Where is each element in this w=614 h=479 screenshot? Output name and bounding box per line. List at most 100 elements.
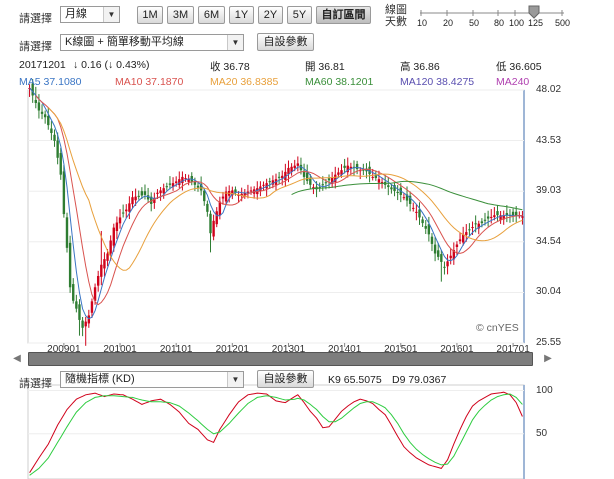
candle-body xyxy=(508,214,512,216)
zoom-tick-100: 100 xyxy=(509,18,525,28)
candle-body xyxy=(156,192,159,194)
range-6m-button[interactable]: 6M xyxy=(198,6,225,24)
candle-body xyxy=(262,184,265,186)
candle-body xyxy=(181,176,184,184)
candle-body xyxy=(458,239,462,242)
candle-body xyxy=(125,209,128,212)
candle-body xyxy=(359,170,362,172)
chart-type-value: K線圖 + 簡單移動平均線 xyxy=(65,36,184,48)
candle-body xyxy=(206,203,209,212)
candle-body xyxy=(377,179,381,183)
candle-body xyxy=(337,172,340,175)
candle-body xyxy=(318,186,321,188)
candle-body xyxy=(374,175,378,179)
price-plot-area xyxy=(27,89,525,344)
ma5-line xyxy=(29,87,523,320)
candle-body xyxy=(243,192,247,196)
range-3m-button[interactable]: 3M xyxy=(167,6,194,24)
candle-body xyxy=(293,165,296,169)
zoom-slider-handle[interactable] xyxy=(528,5,540,19)
range-2y-button[interactable]: 2Y xyxy=(258,6,283,24)
zoom-tick-500: 500 xyxy=(555,18,571,28)
candle-body xyxy=(252,189,256,194)
candle-body xyxy=(246,191,250,195)
candle-body xyxy=(153,198,156,203)
x-tick-label: 200901 xyxy=(47,344,81,355)
candle-body xyxy=(271,180,275,185)
candle-body xyxy=(40,111,44,114)
x-tick-label: 201701 xyxy=(496,344,530,355)
zoom-slider[interactable] xyxy=(412,2,572,32)
candle-body xyxy=(474,223,477,225)
candle-body xyxy=(174,181,178,183)
candle-body xyxy=(371,176,374,178)
zoom-tick-10: 10 xyxy=(417,18,428,28)
candle-body xyxy=(486,216,490,219)
candle-body xyxy=(465,232,468,235)
candle-body xyxy=(196,185,200,188)
candle-body xyxy=(405,194,409,201)
candle-body xyxy=(162,188,165,194)
indicator-select[interactable]: 隨機指標 (KD) ▼ xyxy=(60,371,244,388)
candle-body xyxy=(346,165,349,173)
candle-body xyxy=(53,134,56,141)
candle-body xyxy=(265,183,268,189)
candle-body xyxy=(37,102,41,111)
candle-body xyxy=(231,190,234,196)
candle-body xyxy=(468,229,471,231)
range-1m-button[interactable]: 1M xyxy=(137,6,163,24)
candle-body xyxy=(184,178,187,180)
scroll-left-arrow[interactable]: ◀ xyxy=(13,353,21,364)
zoom-tick-50: 50 xyxy=(469,18,480,28)
indicator-settings-button[interactable]: 自設參數 xyxy=(257,370,314,388)
quote-close: 收 36.78 xyxy=(210,61,250,73)
candle-body xyxy=(128,203,131,212)
select-label: 請選擇 xyxy=(19,13,52,25)
candle-body xyxy=(380,181,384,184)
ma240-legend: MA240 xyxy=(496,76,530,88)
candle-body xyxy=(81,320,84,328)
candle-body xyxy=(296,163,300,166)
range-5y-button[interactable]: 5Y xyxy=(287,6,312,24)
candle-body xyxy=(305,172,309,181)
candle-body xyxy=(324,182,328,184)
candle-body xyxy=(505,213,509,216)
custom-range-button[interactable]: 自訂區間 xyxy=(316,6,371,24)
candle-body xyxy=(249,190,253,192)
candle-body xyxy=(168,183,172,185)
range-1y-button[interactable]: 1Y xyxy=(229,6,254,24)
y-tick-label: 30.04 xyxy=(536,286,562,298)
candle-body xyxy=(309,177,312,185)
d9-line xyxy=(29,393,523,476)
candle-body xyxy=(393,185,396,191)
candle-body xyxy=(228,190,231,196)
ma20-legend: MA20 36.8385 xyxy=(210,76,279,88)
chart-type-select[interactable]: K線圖 + 簡單移動平均線 ▼ xyxy=(60,34,244,51)
candle-body xyxy=(502,215,505,220)
candle-body xyxy=(221,196,225,199)
candle-body xyxy=(65,217,69,248)
candle-body xyxy=(87,315,91,324)
candle-body xyxy=(59,153,62,175)
candle-body xyxy=(327,178,331,181)
zoom-tick-20: 20 xyxy=(443,18,454,28)
candle-body xyxy=(118,217,122,224)
candle-body xyxy=(203,190,206,202)
candle-body xyxy=(84,321,87,327)
k9-line xyxy=(29,391,523,473)
candle-body xyxy=(187,179,190,182)
quote-date: 20171201 xyxy=(19,59,66,71)
candle-body xyxy=(68,242,72,288)
candle-body xyxy=(112,227,115,246)
scroll-right-arrow[interactable]: ▶ xyxy=(544,353,552,364)
settings-button[interactable]: 自設參數 xyxy=(257,33,314,51)
scrollbar-thumb[interactable] xyxy=(28,352,533,366)
chevron-down-icon: ▼ xyxy=(103,7,119,22)
candle-body xyxy=(496,211,499,216)
x-tick-label: 201301 xyxy=(271,344,306,355)
candle-body xyxy=(362,169,365,171)
candle-body xyxy=(134,196,137,201)
y-tick-label: 48.02 xyxy=(536,84,562,95)
period-select[interactable]: 月線 ▼ xyxy=(60,6,120,23)
candle-body xyxy=(515,211,518,216)
